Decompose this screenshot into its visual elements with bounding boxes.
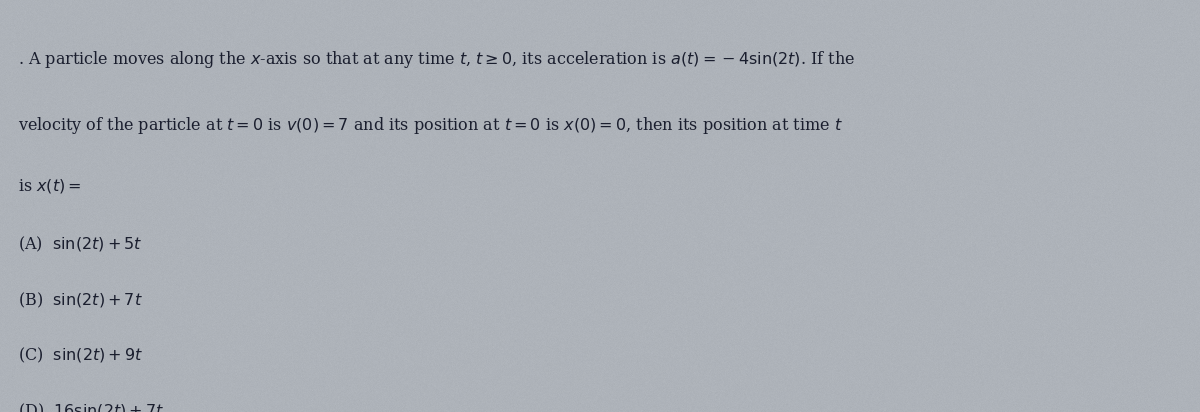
Text: . A particle moves along the $x$-axis so that at any time $t$, $t \geq 0$, its a: . A particle moves along the $x$-axis so… xyxy=(18,49,856,70)
Text: (C)  $\sin(2t) + 9t$: (C) $\sin(2t) + 9t$ xyxy=(18,346,143,365)
Text: (B)  $\sin(2t) + 7t$: (B) $\sin(2t) + 7t$ xyxy=(18,290,143,310)
Text: (A)  $\sin(2t) + 5t$: (A) $\sin(2t) + 5t$ xyxy=(18,235,143,254)
Text: is $x(t) =$: is $x(t) =$ xyxy=(18,177,82,195)
Text: (D)  $16\sin(2t) + 7t$: (D) $16\sin(2t) + 7t$ xyxy=(18,402,164,412)
Text: velocity of the particle at $t = 0$ is $v(0) = 7$ and its position at $t = 0$ is: velocity of the particle at $t = 0$ is $… xyxy=(18,115,844,136)
